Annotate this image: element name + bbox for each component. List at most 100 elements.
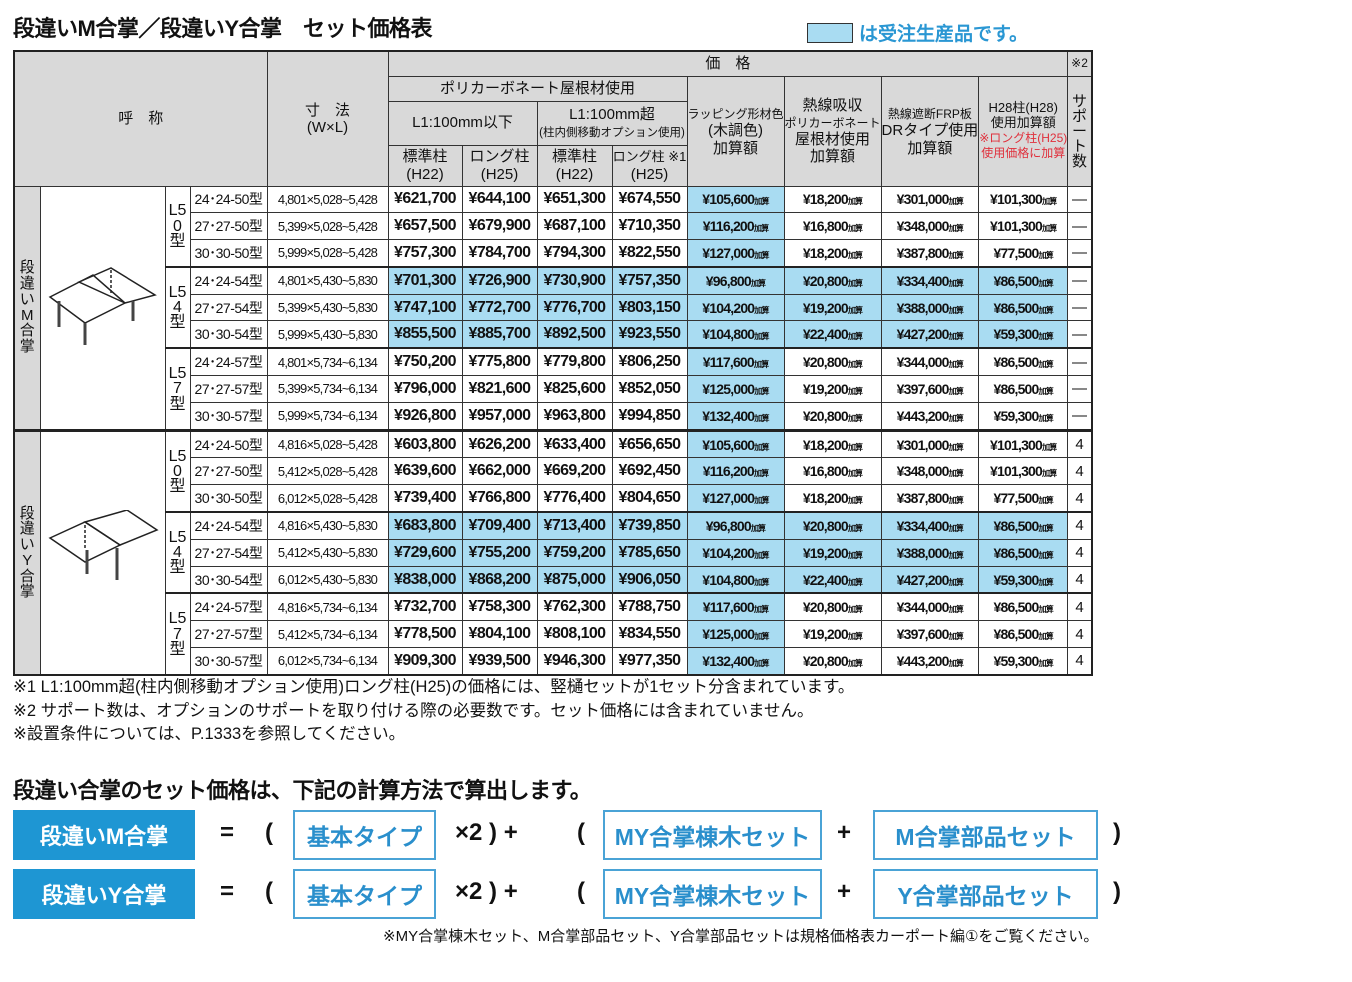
heat-add-cell: ¥20,800加算 (783, 511, 882, 540)
price-cell: ¥772,700 (461, 293, 538, 322)
header-h28: H28柱(H28) 使用加算額 ※ロング柱(H25) 使用価格に加算 (978, 75, 1069, 187)
formula-row: 段違いY合掌 = ( 基本タイプ ×2 ) + ( MY合掌棟木セット + Y合… (13, 869, 1143, 919)
add-suffix: 加算 (847, 413, 863, 423)
heat-add-cell: ¥16,800加算 (783, 212, 882, 241)
frp-amount: ¥387,800 (896, 244, 950, 261)
add-suffix: 加算 (948, 605, 964, 615)
parts-set-box: Y合掌部品セット (873, 869, 1098, 919)
add-suffix: 加算 (1042, 224, 1057, 234)
model-cell: 30･30-54型 (189, 565, 268, 594)
add-suffix: 加算 (1038, 550, 1054, 560)
price-cell: ¥785,650 (611, 538, 688, 567)
subgroup-label: L54型 (164, 265, 191, 349)
price-cell: ¥803,150 (611, 293, 688, 322)
add-suffix: 加算 (948, 224, 964, 234)
heat-add-cell: ¥19,200加算 (783, 375, 882, 403)
table-row: 27･27-50型 5,399×5,028~5,428 ¥657,500 ¥679,9… (14, 212, 1093, 241)
add-suffix: 加算 (750, 278, 766, 288)
frp-amount: ¥397,600 (896, 380, 950, 397)
price-cell: ¥825,600 (536, 375, 613, 403)
price-cell: ¥946,300 (536, 647, 613, 676)
h28-add-cell: ¥101,300加算 (978, 212, 1069, 241)
legend: は受注生産品です。 (807, 19, 1028, 46)
add-suffix: 加算 (948, 360, 964, 370)
heat-amount: ¥19,200 (802, 626, 849, 643)
model-cell: 27･27-57型 (189, 375, 268, 403)
header-frp-2: DRタイプ使用 (881, 122, 979, 140)
price-cell: ¥977,350 (611, 647, 688, 676)
parts-set-box: M合掌部品セット (873, 810, 1098, 860)
frp-add-cell: ¥348,000加算 (880, 457, 980, 486)
heat-amount: ¥22,400 (802, 326, 849, 343)
add-suffix: 加算 (754, 305, 769, 315)
model-cell: 27･27-57型 (189, 620, 268, 649)
h28-add-cell: ¥86,500加算 (978, 347, 1069, 377)
add-suffix: 加算 (754, 197, 769, 207)
wrap-amount: ¥132,400 (702, 407, 755, 424)
add-suffix: 加算 (948, 197, 964, 207)
wrap-amount: ¥104,800 (702, 326, 755, 343)
table-row: 段違いM合掌 L50型 24･24-50型 4,801×5,028~5,428 ¥62… (13, 185, 1093, 431)
heat-amount: ¥20,800 (802, 272, 849, 289)
price-cell: ¥701,300 (387, 265, 463, 295)
heat-add-cell: ¥20,800加算 (783, 347, 882, 377)
add-suffix: 加算 (1038, 632, 1054, 642)
h28-amount: ¥86,500 (993, 272, 1040, 289)
price-cell: ¥821,600 (461, 375, 538, 403)
header-size-label: 寸 法 (304, 101, 350, 119)
heat-add-cell: ¥18,200加算 (783, 484, 882, 513)
add-suffix: 加算 (948, 250, 964, 260)
size-cell: 5,999×5,734~6,134 (266, 401, 389, 431)
heat-amount: ¥19,200 (802, 380, 849, 397)
close-paren: ) (1113, 878, 1121, 905)
price-cell: ¥776,700 (536, 293, 613, 322)
h28-add-cell: ¥86,500加算 (978, 592, 1069, 622)
price-cell: ¥656,650 (611, 428, 688, 459)
header-heat-3: 屋根材使用 (795, 131, 871, 148)
price-cell: ¥739,400 (387, 484, 463, 513)
heat-add-cell: ¥18,200加算 (783, 239, 882, 268)
y-gassho-diagram-icon (48, 509, 159, 581)
price-cell: ¥679,900 (461, 212, 538, 241)
add-suffix: 加算 (754, 413, 769, 423)
frp-add-cell: ¥397,600加算 (880, 620, 980, 649)
wrap-amount: ¥104,200 (702, 544, 755, 561)
size-cell: 5,399×5,430~5,830 (266, 293, 389, 322)
support-cell: 4 (1067, 620, 1093, 649)
support-cell: — (1067, 320, 1093, 349)
heat-add-cell: ¥22,400加算 (783, 565, 882, 594)
table-row: 30･30-57型 6,012×5,734~6,134 ¥909,300 ¥939,5… (14, 647, 1093, 676)
h28-add-cell: ¥86,500加算 (978, 538, 1069, 567)
header-l1-over: L1:100mm超 (柱内側移動オプション使用) (536, 100, 688, 146)
add-suffix: 加算 (847, 632, 863, 642)
price-cell: ¥687,100 (536, 212, 613, 241)
h28-amount: ¥101,300 (990, 191, 1043, 208)
h28-add-cell: ¥86,500加算 (978, 511, 1069, 540)
support-cell: 4 (1067, 428, 1093, 459)
add-suffix: 加算 (1038, 413, 1054, 423)
heat-amount: ¥19,200 (802, 544, 849, 561)
subgroup-label: L54型 (164, 511, 191, 594)
open-paren: ( (265, 819, 273, 846)
h28-add-cell: ¥77,500加算 (978, 239, 1069, 268)
add-suffix: 加算 (1038, 360, 1054, 370)
price-cell: ¥963,800 (536, 401, 613, 431)
price-cell: ¥729,600 (387, 538, 463, 567)
model-cell: 24･24-50型 (189, 428, 268, 459)
add-suffix: 加算 (753, 469, 769, 479)
add-suffix: 加算 (948, 413, 964, 423)
wrap-amount: ¥127,000 (702, 490, 755, 507)
wrap-add-cell: ¥132,400加算 (686, 647, 785, 676)
price-cell: ¥709,400 (461, 511, 538, 540)
frp-add-cell: ¥334,400加算 (880, 511, 980, 540)
add-suffix: 加算 (1038, 523, 1054, 533)
subgroup-label: L57型 (164, 592, 191, 676)
add-suffix: 加算 (753, 224, 769, 234)
add-suffix: 加算 (847, 605, 863, 615)
h28-amount: ¥59,300 (993, 407, 1040, 424)
header-heat-2: ポリカーボネート (784, 115, 881, 130)
footnotes: ※1 L1:100mm超(柱内側移動オプション使用)ロング柱(H25)の価格には… (13, 676, 854, 747)
add-suffix: 加算 (847, 386, 863, 396)
wrap-add-cell: ¥96,800加算 (686, 265, 785, 295)
price-cell: ¥923,550 (611, 320, 688, 349)
